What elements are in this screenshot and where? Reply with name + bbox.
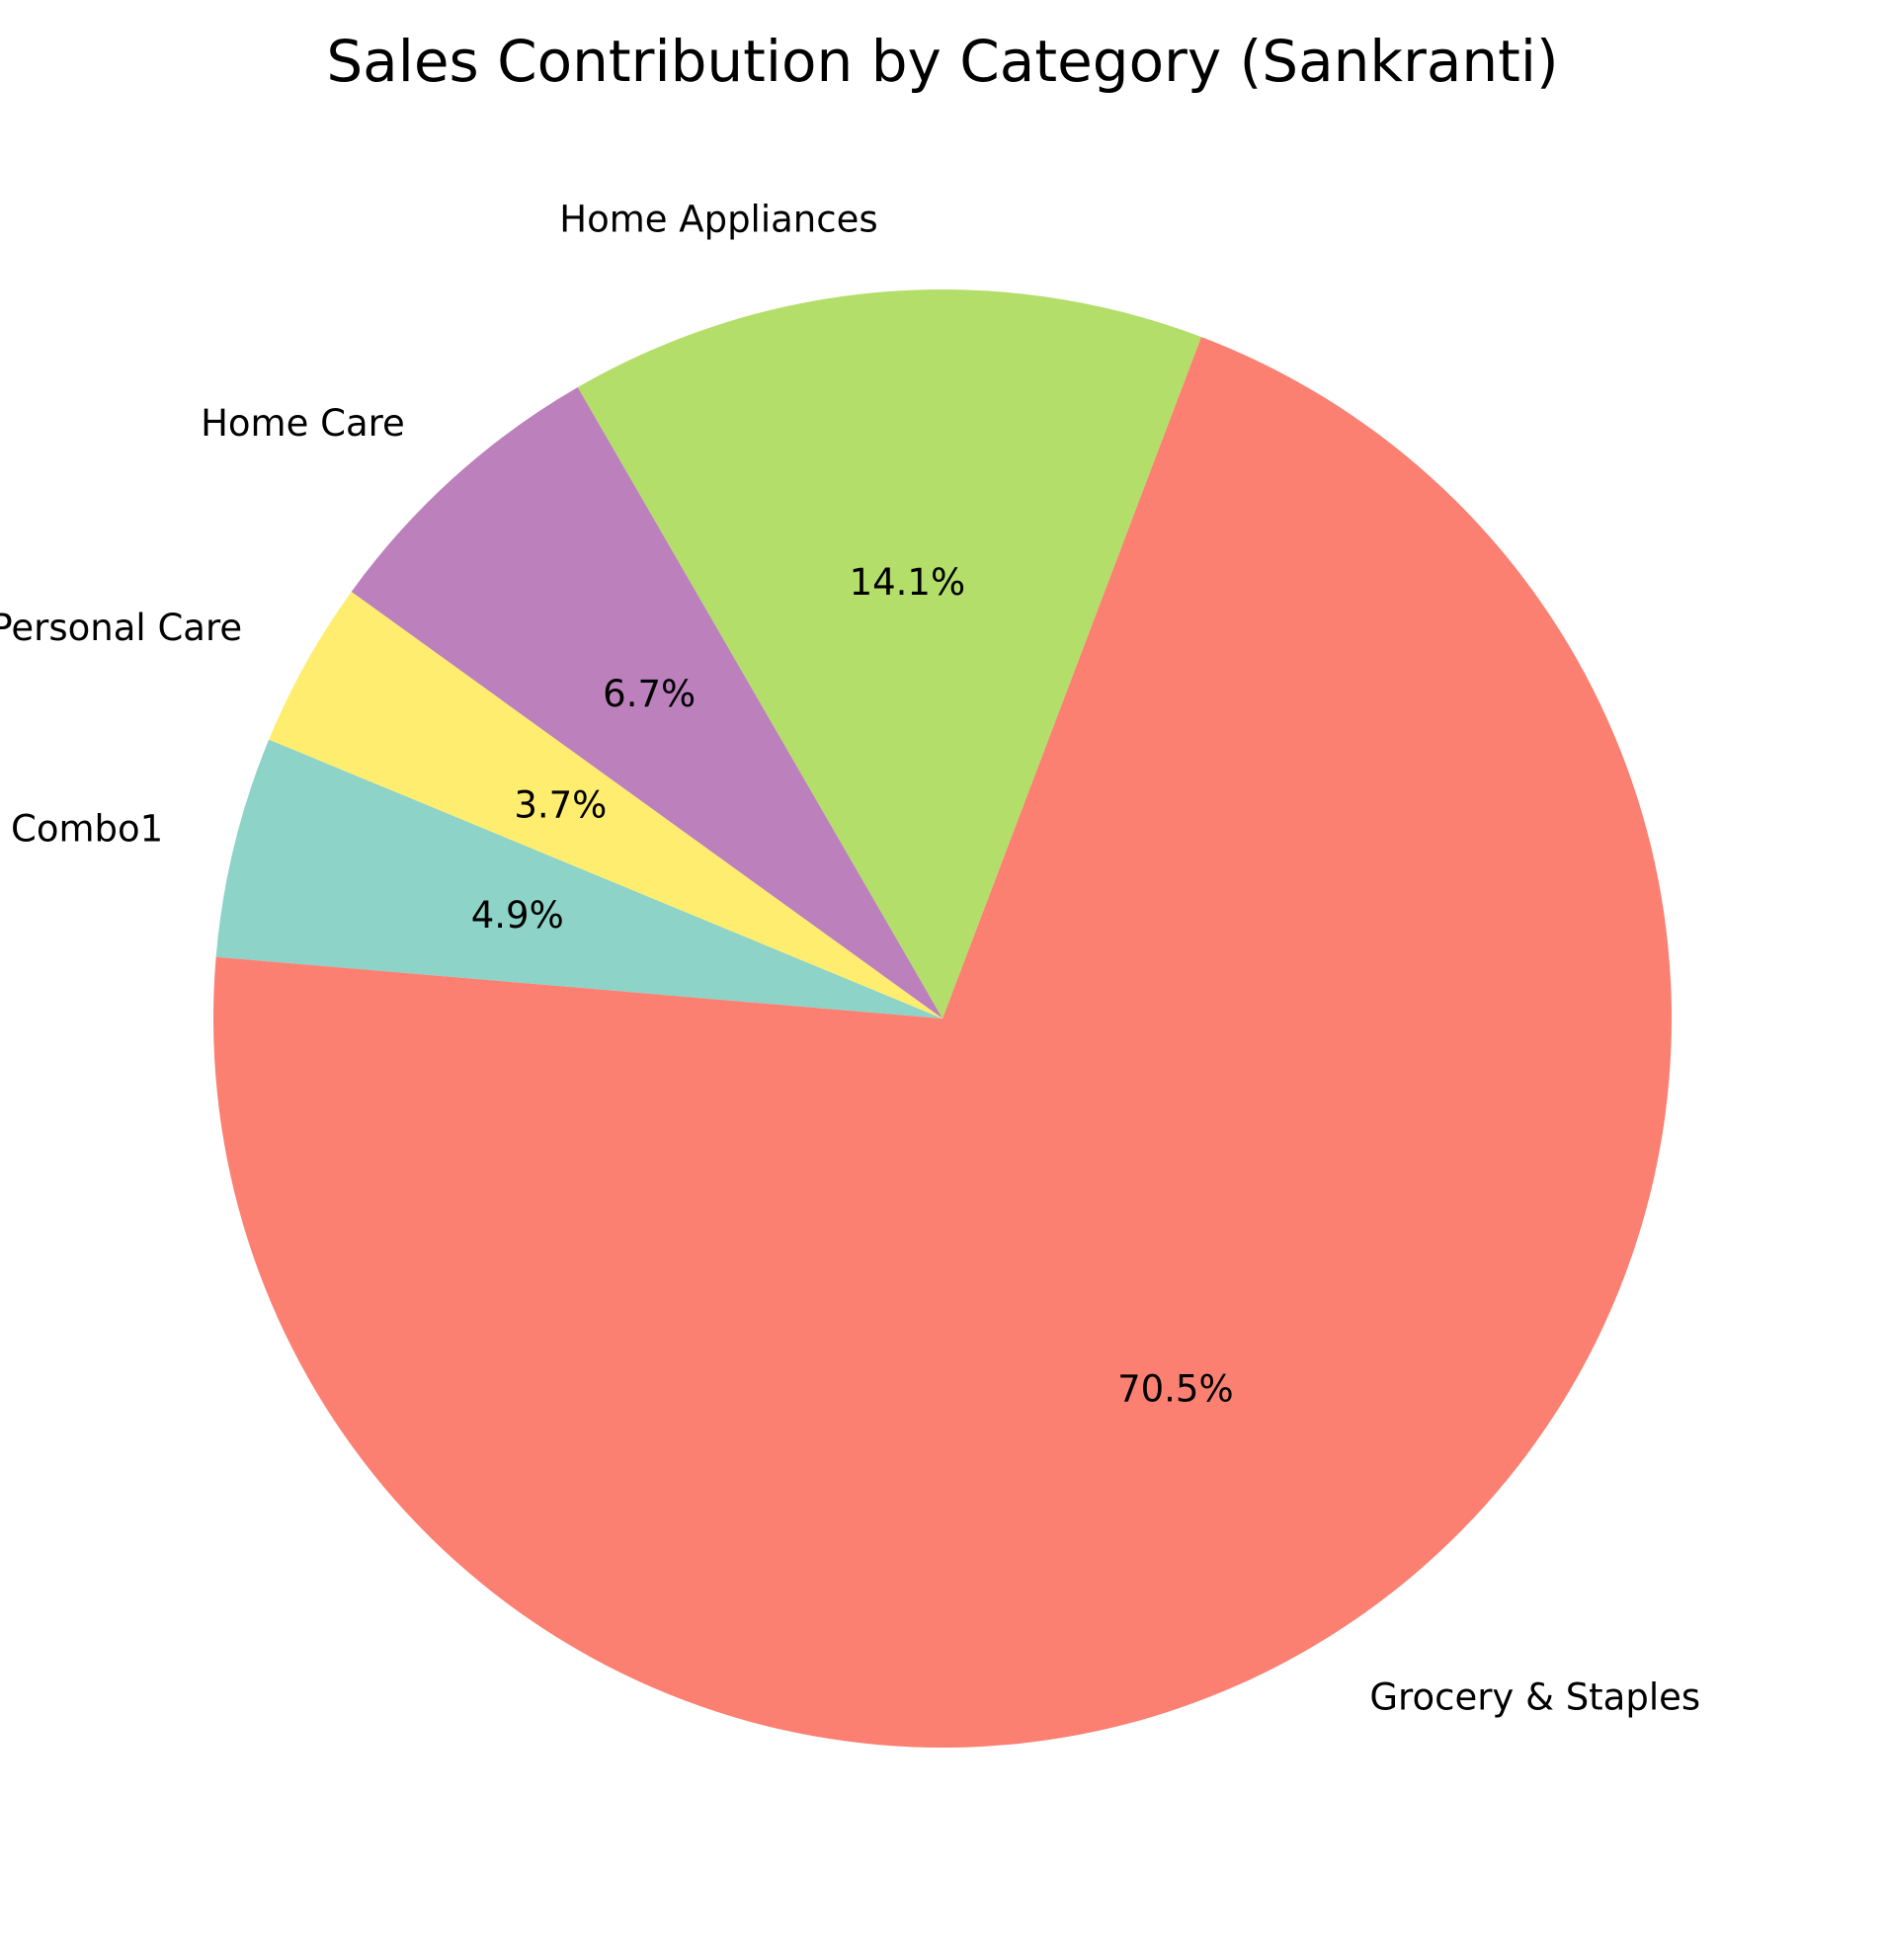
category-labels: Combo1 Grocery & Staples Home Appliances Ho… — [0, 198, 1700, 1718]
percent-labels: 4.9% 70.5% 14.1% 6.7% 3.7% — [471, 561, 1234, 1410]
pct-label-home-care: 6.7% — [603, 673, 696, 715]
chart-title: Sales Contribution by Category (Sankrant… — [326, 28, 1558, 95]
slice-home-care — [351, 387, 942, 1020]
pie-slices — [213, 288, 1673, 1748]
pct-label-grocery-and-staples: 70.5% — [1117, 1367, 1234, 1410]
category-label-home-appliances: Home Appliances — [559, 198, 877, 240]
pct-label-combo1: 4.9% — [471, 894, 564, 937]
pct-label-home-appliances: 14.1% — [850, 561, 966, 604]
category-label-grocery-and-staples: Grocery & Staples — [1369, 1676, 1700, 1719]
slice-home-appliances — [577, 288, 1201, 1019]
category-label-personal-care: Personal Care — [0, 607, 242, 649]
category-label-home-care: Home Care — [201, 402, 405, 445]
slice-combo1 — [215, 739, 943, 1019]
slice-personal-care — [269, 591, 943, 1019]
category-label-combo1: Combo1 — [11, 808, 163, 851]
pct-label-personal-care: 3.7% — [514, 784, 607, 827]
slice-grocery-and-staples — [213, 337, 1673, 1748]
